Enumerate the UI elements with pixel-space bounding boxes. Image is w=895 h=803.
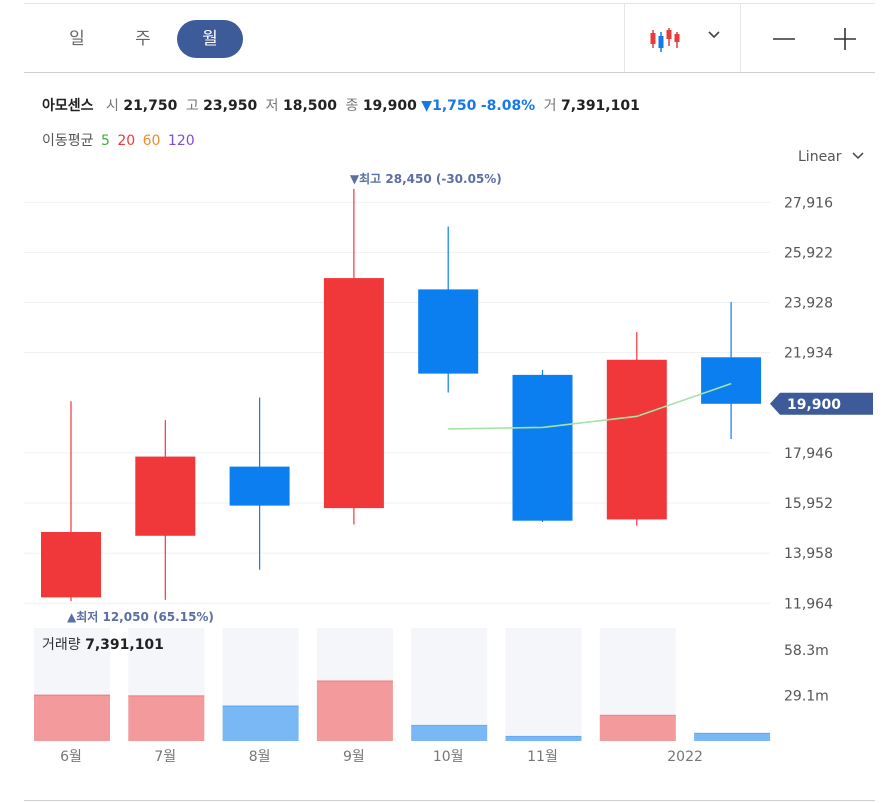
volume-bar	[128, 695, 205, 741]
tab-week[interactable]: 주	[135, 29, 151, 49]
volume-bar	[694, 733, 771, 741]
scale-selector[interactable]: Linear	[798, 149, 865, 165]
y-tick-label: 15,952	[784, 496, 833, 512]
ma-period-5[interactable]: 5	[100, 133, 110, 149]
candlestick-icon	[650, 28, 680, 52]
ma-period-60[interactable]: 60	[142, 133, 161, 149]
x-tick-label: 2022	[667, 749, 703, 765]
moving-average-legend: 이동평균 5 20 60 120	[42, 130, 198, 150]
current-price-tag	[770, 392, 873, 415]
high-label: 고	[185, 98, 199, 114]
candle-body	[701, 357, 762, 404]
low-annotation: ▲최저 12,050 (65.15%)	[67, 609, 214, 624]
candle-body	[418, 289, 479, 374]
change-value: 1,750	[432, 98, 477, 114]
volume-panel-title: 거래량	[42, 637, 81, 653]
volume-bar	[411, 725, 488, 741]
top-divider	[24, 3, 875, 4]
x-tick-label: 7월	[154, 749, 176, 765]
x-tick-label: 10월	[433, 749, 464, 765]
volume-bar	[34, 694, 110, 741]
volume-bar	[316, 680, 393, 741]
y-tick-label: 23,928	[784, 296, 833, 312]
open-value: 21,750	[123, 98, 178, 114]
x-tick-label: 6월	[60, 749, 82, 765]
zoom-out-button[interactable]	[767, 22, 801, 56]
volume-background	[411, 628, 488, 741]
candle-body	[41, 532, 101, 598]
ma-period-20[interactable]: 20	[117, 133, 136, 149]
change-arrow-icon: ▼	[421, 98, 433, 114]
current-price-label: 19,900	[787, 397, 841, 413]
change-percent: -8.08%	[480, 98, 536, 114]
scale-label: Linear	[798, 149, 842, 165]
zoom-in-button[interactable]	[828, 22, 862, 56]
y-tick-label: 17,946	[784, 446, 833, 462]
y-tick-label: 27,916	[784, 195, 833, 211]
tab-month[interactable]: 월	[177, 20, 243, 58]
volume-background	[505, 628, 582, 741]
chart-toolbar: 일 주 월	[24, 4, 875, 73]
volume-panel-label: 거래량 7,391,101	[42, 634, 164, 654]
candle-body	[512, 374, 573, 521]
low-label: 저	[265, 98, 279, 114]
high-annotation: ▼최고 28,450 (-30.05%)	[350, 171, 502, 186]
tab-day[interactable]: 일	[69, 29, 85, 49]
candle-body	[606, 359, 667, 520]
candle-body	[323, 278, 384, 509]
y-tick-label: 25,922	[784, 245, 833, 261]
candle-body	[229, 466, 290, 506]
x-tick-label: 9월	[343, 749, 365, 765]
volume-bar	[599, 715, 676, 741]
bottom-divider	[24, 800, 875, 801]
volume-tick-label: 58.3m	[784, 643, 829, 659]
volume-bar	[505, 736, 582, 741]
volume-value: 7,391,101	[561, 98, 640, 114]
stock-summary: 아모센스 시 21,750 고 23,950 저 18,500 종 19,900…	[42, 95, 640, 115]
volume-short-label: 거	[543, 98, 557, 114]
open-label: 시	[105, 98, 119, 114]
moving-average-label: 이동평균	[42, 133, 94, 149]
low-value: 18,500	[282, 98, 338, 114]
chart-type-selector[interactable]	[624, 4, 741, 72]
high-value: 23,950	[203, 98, 258, 114]
ma5-line	[448, 382, 732, 430]
volume-tick-label: 29.1m	[784, 689, 829, 705]
chevron-down-icon	[708, 31, 720, 39]
ma-period-120[interactable]: 120	[167, 133, 195, 149]
volume-bar	[222, 705, 299, 741]
y-tick-label: 21,934	[784, 346, 833, 362]
y-tick-label: 13,958	[784, 546, 833, 562]
x-tick-label: 8월	[249, 749, 271, 765]
stock-name: 아모센스	[42, 98, 94, 114]
volume-panel-value: 7,391,101	[85, 637, 164, 653]
candle-body	[135, 456, 196, 536]
x-tick-label: 11월	[527, 749, 558, 765]
close-label: 종	[345, 98, 359, 114]
chevron-down-icon	[852, 152, 864, 160]
y-tick-label: 11,964	[784, 596, 833, 612]
close-value: 19,900	[362, 98, 417, 114]
